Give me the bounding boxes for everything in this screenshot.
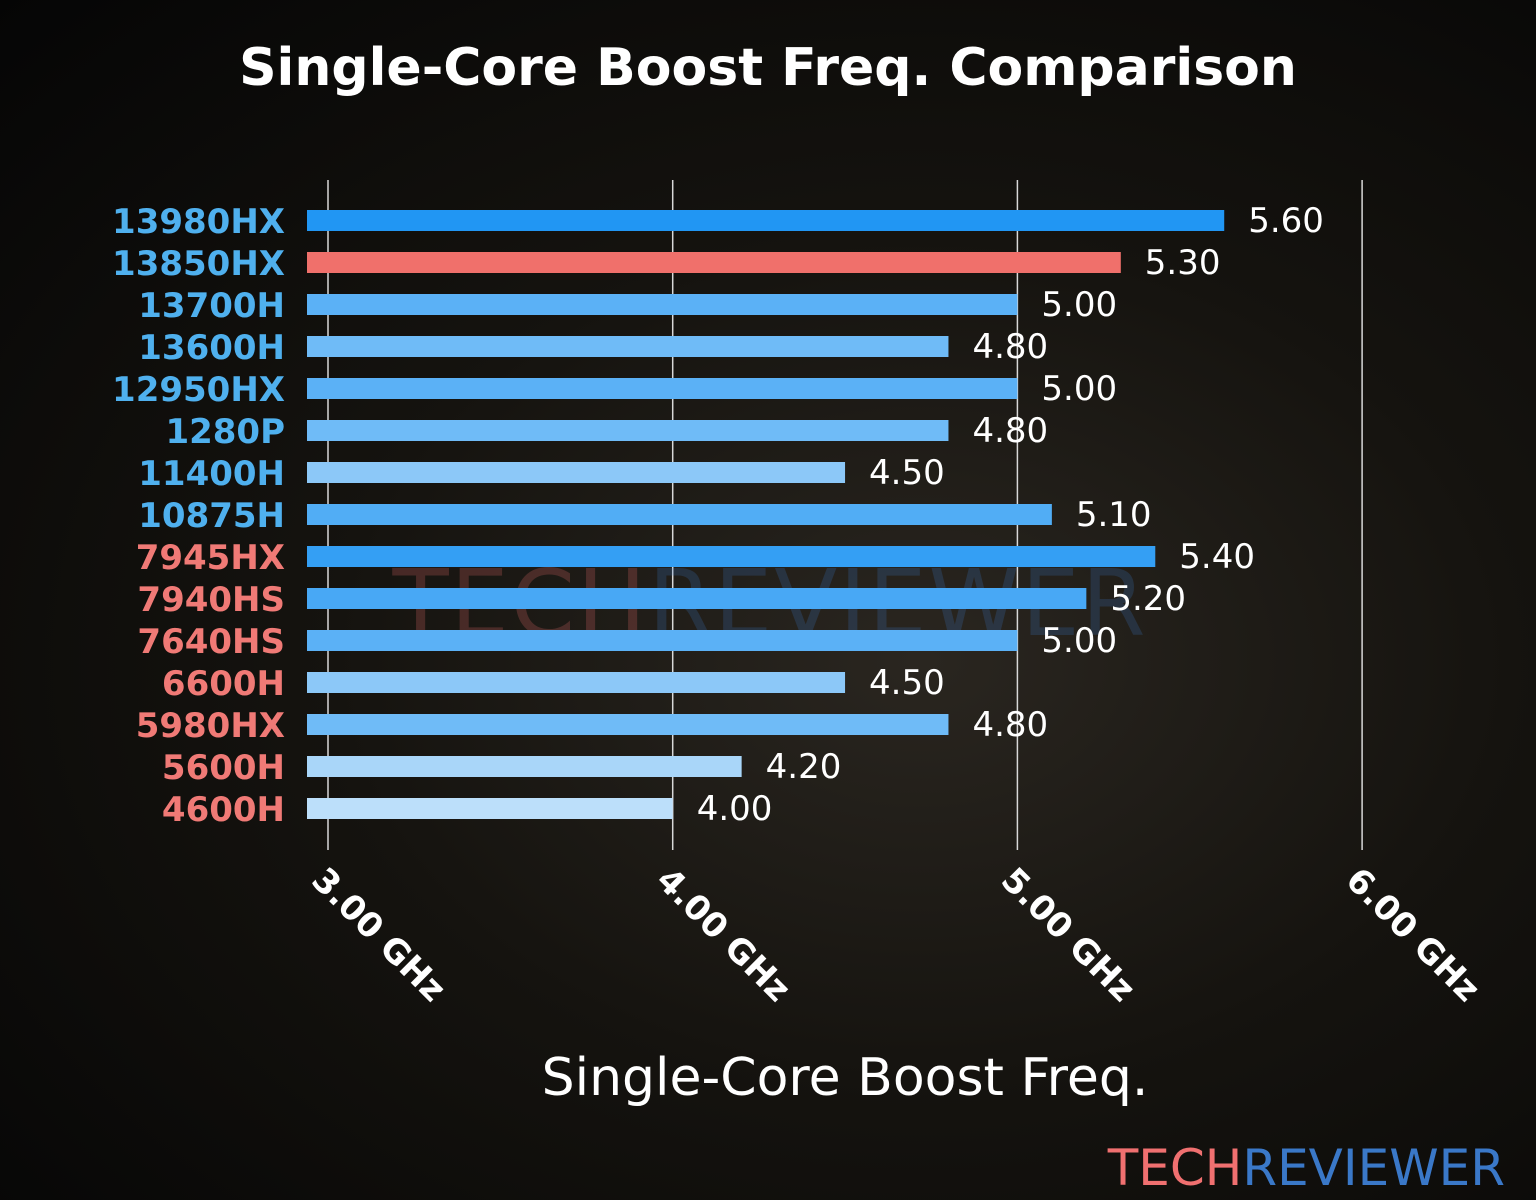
value-label: 5.40 bbox=[1179, 537, 1255, 577]
category-label: 4600H bbox=[162, 790, 285, 830]
bar bbox=[307, 252, 1121, 273]
category-label: 13980HX bbox=[112, 202, 285, 242]
bar bbox=[307, 546, 1156, 567]
chart-title: Single-Core Boost Freq. Comparison bbox=[239, 38, 1297, 98]
value-label: 5.00 bbox=[1041, 621, 1117, 661]
value-label: 5.60 bbox=[1248, 201, 1324, 241]
value-label: 4.80 bbox=[972, 411, 1048, 451]
bar bbox=[307, 672, 846, 693]
bar bbox=[307, 336, 949, 357]
bar bbox=[307, 756, 742, 777]
category-label: 1280P bbox=[165, 412, 285, 452]
value-label: 4.80 bbox=[972, 705, 1048, 745]
bar bbox=[307, 504, 1052, 525]
value-label: 5.20 bbox=[1110, 579, 1186, 619]
category-label: 12950HX bbox=[112, 370, 285, 410]
x-tick-label: 4.00 GHz bbox=[648, 860, 798, 1010]
value-label: 4.00 bbox=[697, 789, 773, 829]
category-label: 10875H bbox=[138, 496, 285, 536]
value-label: 5.30 bbox=[1145, 243, 1221, 283]
value-label: 5.00 bbox=[1041, 369, 1117, 409]
bar bbox=[307, 588, 1087, 609]
value-label: 4.50 bbox=[869, 663, 945, 703]
category-label: 13850HX bbox=[112, 244, 285, 284]
category-label: 5600H bbox=[162, 748, 285, 788]
x-tick-label: 6.00 GHz bbox=[1338, 860, 1488, 1010]
bar bbox=[307, 420, 949, 441]
category-label: 7640HS bbox=[137, 622, 285, 662]
bar bbox=[307, 210, 1225, 231]
x-tick-label: 5.00 GHz bbox=[993, 860, 1143, 1010]
category-label: 7945HX bbox=[136, 538, 285, 578]
category-label: 6600H bbox=[162, 664, 285, 704]
category-label: 7940HS bbox=[137, 580, 285, 620]
x-axis-label: Single-Core Boost Freq. bbox=[542, 1048, 1149, 1108]
category-label: 11400H bbox=[138, 454, 285, 494]
bar bbox=[307, 294, 1018, 315]
bar bbox=[307, 462, 846, 483]
value-label: 5.10 bbox=[1076, 495, 1152, 535]
value-label: 4.20 bbox=[766, 747, 842, 787]
category-label: 5980HX bbox=[136, 706, 285, 746]
value-label: 5.00 bbox=[1041, 285, 1117, 325]
bar bbox=[307, 630, 1018, 651]
value-label: 4.50 bbox=[869, 453, 945, 493]
logo-watermark: TECHREVIEWER bbox=[1107, 1139, 1505, 1197]
bar bbox=[307, 798, 673, 819]
x-tick-label: 3.00 GHz bbox=[304, 860, 454, 1010]
value-label: 4.80 bbox=[972, 327, 1048, 367]
bar bbox=[307, 378, 1018, 399]
category-label: 13600H bbox=[138, 328, 285, 368]
bar bbox=[307, 714, 949, 735]
category-label: 13700H bbox=[138, 286, 285, 326]
